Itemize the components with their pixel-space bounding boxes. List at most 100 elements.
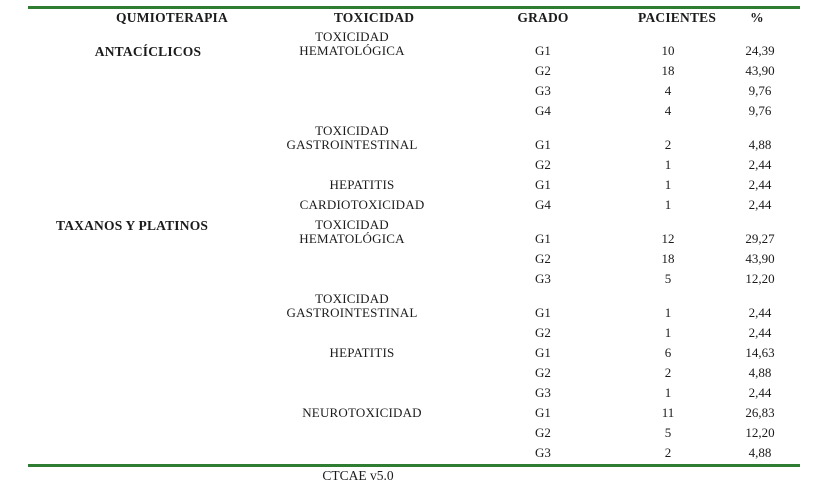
patients-cell: 1 — [664, 385, 672, 400]
toxicity-label: TOXICIDAD GASTROINTESTINAL — [268, 290, 448, 344]
toxicity-label: HEPATITIS — [268, 176, 448, 196]
patients-cell: 1 — [664, 157, 672, 172]
percent-cell: 2,44 — [748, 325, 772, 340]
table-row: HEPATITIS G1 1 2,44 — [28, 176, 800, 196]
toxicity-label-line: HEPATITIS — [329, 345, 395, 360]
grade-cell: G2 — [535, 365, 551, 380]
grade-cell: G1 — [535, 231, 551, 246]
patients-cell: 11 — [661, 405, 675, 420]
patients-cell: 2 — [664, 137, 672, 152]
percent-cell: 2,44 — [748, 385, 772, 400]
col-header-grade: GRADO — [517, 10, 569, 25]
grade-cell: G2 — [535, 63, 551, 78]
toxicity-label-line: GASTROINTESTINAL — [286, 305, 418, 320]
percent-cell: 43,90 — [745, 251, 775, 266]
patients-cell: 10 — [661, 43, 675, 58]
col-header-chemotherapy: QUMIOTERAPIA — [116, 10, 228, 25]
toxicity-label: NEUROTOXICIDAD — [268, 404, 448, 464]
grade-cell: G4 — [535, 103, 551, 118]
grade-cell: G2 — [535, 425, 551, 440]
col-header-toxicity: TOXICIDAD — [333, 10, 415, 25]
grade-cell: G1 — [535, 305, 551, 320]
patients-cell: 18 — [661, 63, 675, 78]
table-caption: CTCAE v5.0 — [28, 468, 800, 484]
toxicity-label-line: NEUROTOXICIDAD — [302, 405, 422, 420]
grade-cell: G1 — [535, 43, 551, 58]
table-row: G4 4 9,76 — [28, 102, 800, 122]
grade-cell: G2 — [535, 157, 551, 172]
patients-cell: 6 — [664, 345, 672, 360]
table-row: TAXANOS Y PLATINOS TOXICIDAD HEMATOLÓGICA G… — [28, 216, 800, 250]
grade-cell: G3 — [535, 271, 551, 286]
caption-text: CTCAE v5.0 — [322, 468, 394, 483]
chemotherapy-group-label: ANTACÍCLICOS — [94, 44, 202, 59]
percent-cell: 26,83 — [745, 405, 775, 420]
grade-cell: G1 — [535, 177, 551, 192]
table-row: ANTACÍCLICOS TOXICIDAD HEMATOLÓGICA G1 10 24,… — [28, 28, 800, 62]
grade-cell: G4 — [535, 197, 551, 212]
grade-cell: G3 — [535, 445, 551, 460]
table-row: G3 1 2,44 — [28, 384, 800, 404]
toxicity-label-line: HEMATOLÓGICA — [299, 231, 405, 246]
grade-cell: G2 — [535, 251, 551, 266]
top-rule — [28, 6, 800, 9]
toxicity-label-line: TOXICIDAD — [315, 217, 389, 232]
toxicity-table-container: QUMIOTERAPIA TOXICIDAD GRADO PACIENTES %… — [28, 6, 800, 467]
grade-cell: G1 — [535, 137, 551, 152]
percent-cell: 4,88 — [748, 365, 772, 380]
table-row: G2 5 12,20 — [28, 424, 800, 444]
patients-cell: 1 — [664, 197, 672, 212]
table-row: G2 1 2,44 — [28, 156, 800, 176]
percent-cell: 12,20 — [745, 271, 775, 286]
patients-cell: 4 — [664, 103, 672, 118]
table-row: NEUROTOXICIDAD G1 11 26,83 — [28, 404, 800, 424]
percent-cell: 29,27 — [745, 231, 775, 246]
toxicity-label: TOXICIDAD HEMATOLÓGICA — [268, 216, 448, 290]
table-row: G2 2 4,88 — [28, 364, 800, 384]
grade-cell: G1 — [535, 405, 551, 420]
percent-cell: 2,44 — [748, 197, 772, 212]
grade-cell: G3 — [535, 83, 551, 98]
col-header-patients: PACIENTES — [638, 10, 717, 25]
table-row: G3 5 12,20 — [28, 270, 800, 290]
table-row: G2 1 2,44 — [28, 324, 800, 344]
header-row: QUMIOTERAPIA TOXICIDAD GRADO PACIENTES % — [28, 9, 800, 28]
patients-cell: 2 — [664, 445, 672, 460]
patients-cell: 4 — [664, 83, 672, 98]
toxicity-label: CARDIOTOXICIDAD — [268, 196, 448, 216]
patients-cell: 1 — [664, 305, 672, 320]
patients-cell: 12 — [661, 231, 675, 246]
percent-cell: 43,90 — [745, 63, 775, 78]
table-row: G3 2 4,88 — [28, 444, 800, 464]
patients-cell: 18 — [661, 251, 675, 266]
toxicity-label-line: HEMATOLÓGICA — [299, 43, 405, 58]
percent-cell: 4,88 — [748, 137, 772, 152]
grade-cell: G3 — [535, 385, 551, 400]
patients-cell: 5 — [664, 271, 672, 286]
grade-cell: G1 — [535, 345, 551, 360]
patients-cell: 2 — [664, 365, 672, 380]
percent-cell: 2,44 — [748, 177, 772, 192]
chemotherapy-group-label: TAXANOS Y PLATINOS — [56, 218, 209, 233]
table-row: CARDIOTOXICIDAD G4 1 2,44 — [28, 196, 800, 216]
percent-cell: 24,39 — [745, 43, 775, 58]
toxicity-label: TOXICIDAD GASTROINTESTINAL — [268, 122, 448, 176]
toxicity-label-line: HEPATITIS — [329, 177, 395, 192]
table-row: HEPATITIS G1 6 14,63 — [28, 344, 800, 364]
grade-cell: G2 — [535, 325, 551, 340]
toxicity-table: QUMIOTERAPIA TOXICIDAD GRADO PACIENTES %… — [28, 9, 800, 464]
toxicity-label-line: TOXICIDAD — [315, 29, 389, 44]
table-body: ANTACÍCLICOS TOXICIDAD HEMATOLÓGICA G1 10 24,… — [28, 28, 800, 464]
percent-cell: 12,20 — [745, 425, 775, 440]
toxicity-label: HEPATITIS — [268, 344, 448, 404]
percent-cell: 2,44 — [748, 157, 772, 172]
toxicity-label-line: CARDIOTOXICIDAD — [299, 197, 425, 212]
table-row: TOXICIDAD GASTROINTESTINAL G1 2 4,88 — [28, 122, 800, 156]
percent-cell: 2,44 — [748, 305, 772, 320]
percent-cell: 9,76 — [748, 103, 772, 118]
patients-cell: 1 — [664, 325, 672, 340]
toxicity-label: TOXICIDAD HEMATOLÓGICA — [268, 28, 448, 122]
toxicity-label-line: TOXICIDAD — [315, 291, 389, 306]
col-header-percent: % — [750, 10, 764, 25]
table-row: TOXICIDAD GASTROINTESTINAL G1 1 2,44 — [28, 290, 800, 324]
